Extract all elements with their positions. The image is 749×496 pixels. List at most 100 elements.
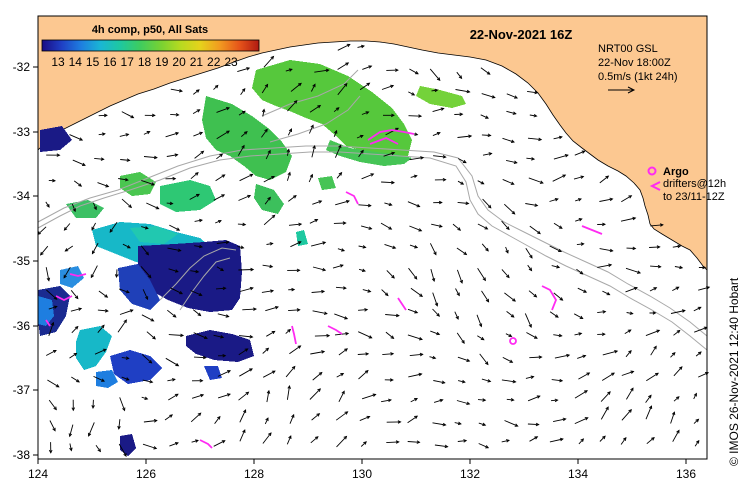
current-arrow <box>505 246 509 254</box>
current-arrow <box>553 418 566 423</box>
current-arrow <box>360 225 372 230</box>
current-arrow-head <box>174 393 179 397</box>
current-arrow <box>336 373 344 378</box>
current-arrow <box>290 241 301 248</box>
current-arrow-head <box>97 448 101 453</box>
current-arrow <box>357 353 369 355</box>
current-arrow-head <box>505 439 510 443</box>
current-arrow <box>384 243 396 249</box>
current-arrow-head <box>339 264 344 268</box>
current-arrow <box>290 83 302 92</box>
current-arrow-head <box>652 311 657 315</box>
current-arrow-head <box>227 370 232 374</box>
current-arrow-head <box>462 159 467 164</box>
current-arrow-head <box>250 267 255 272</box>
current-arrow <box>358 245 366 248</box>
current-arrow-head <box>365 352 370 356</box>
current-arrow <box>261 84 268 94</box>
current-arrow <box>333 130 338 137</box>
current-arrow-head <box>411 92 416 96</box>
current-arrow-head <box>147 274 152 279</box>
current-arrow-head <box>297 241 302 245</box>
current-arrow-head <box>128 204 133 209</box>
current-arrow <box>527 423 539 426</box>
current-arrow-head <box>678 366 683 370</box>
current-arrow-head <box>693 392 697 397</box>
current-arrow-head <box>695 418 700 423</box>
current-arrow <box>191 394 204 399</box>
argo-marker-icon <box>647 166 657 176</box>
current-arrow-head <box>249 368 253 372</box>
current-arrow-head <box>676 429 680 434</box>
current-arrow-head <box>100 157 105 161</box>
current-arrow-head <box>144 226 149 230</box>
current-arrow-head <box>346 199 350 204</box>
current-arrow-head <box>364 369 369 374</box>
current-arrow-head <box>241 144 245 149</box>
current-arrow <box>597 264 612 268</box>
current-arrow-head <box>109 229 114 233</box>
current-arrow <box>528 290 537 298</box>
current-arrow-head <box>607 391 611 395</box>
current-arrow <box>262 109 265 117</box>
current-arrow-head <box>340 373 345 377</box>
current-arrow-head <box>420 156 425 160</box>
current-arrow-head <box>199 131 204 136</box>
current-arrow <box>146 202 159 210</box>
current-arrow <box>433 380 445 384</box>
current-arrow-head <box>63 274 67 279</box>
current-arrow <box>337 248 345 252</box>
current-arrow-head <box>582 354 587 359</box>
current-arrow <box>167 247 181 252</box>
current-arrow-head <box>395 440 400 444</box>
current-arrow <box>385 331 394 339</box>
current-arrow-head <box>578 198 582 202</box>
current-arrow <box>506 110 516 115</box>
current-arrow <box>167 309 177 318</box>
current-arrow <box>310 436 319 444</box>
current-arrow-head <box>269 264 274 269</box>
current-arrow-head <box>414 245 419 249</box>
current-arrow <box>457 440 467 442</box>
current-arrow <box>477 399 486 401</box>
current-arrow-head <box>104 309 109 313</box>
current-arrow <box>264 417 269 425</box>
current-arrow <box>506 398 514 401</box>
current-arrow <box>338 391 345 403</box>
current-arrow <box>385 127 399 136</box>
current-arrow <box>314 69 329 73</box>
current-arrow-head <box>695 439 700 444</box>
current-arrow <box>238 110 246 116</box>
current-arrow-head <box>436 77 441 82</box>
current-arrow-head <box>226 393 231 397</box>
current-arrow-head <box>102 348 107 352</box>
current-arrow-head <box>556 265 561 269</box>
current-arrow <box>452 223 461 231</box>
current-arrow <box>215 174 225 182</box>
current-arrow <box>166 154 178 157</box>
current-arrow-head <box>264 128 268 133</box>
current-arrow-head <box>125 377 130 381</box>
current-arrow-head <box>242 429 246 434</box>
current-arrow <box>601 372 615 381</box>
current-arrow-head <box>622 436 627 441</box>
current-arrow-head <box>114 274 119 278</box>
current-arrow-head <box>583 289 588 293</box>
x-tick-label: 136 <box>676 467 696 481</box>
current-arrow-head <box>360 149 364 154</box>
current-arrow <box>694 440 700 447</box>
current-arrow <box>237 223 246 226</box>
y-tick-label: -35 <box>13 254 31 268</box>
current-arrow <box>457 135 472 138</box>
current-arrow <box>386 441 399 444</box>
current-arrow <box>118 419 121 429</box>
current-arrow <box>239 173 253 182</box>
current-arrow-head <box>531 157 536 161</box>
current-arrow <box>482 152 492 156</box>
current-arrow <box>94 348 107 355</box>
current-time-label: 22-Nov 18:00Z <box>598 57 671 69</box>
current-arrow <box>456 332 465 344</box>
current-arrow-head <box>413 174 418 179</box>
current-arrow <box>286 435 292 445</box>
current-arrow-head <box>562 417 567 422</box>
